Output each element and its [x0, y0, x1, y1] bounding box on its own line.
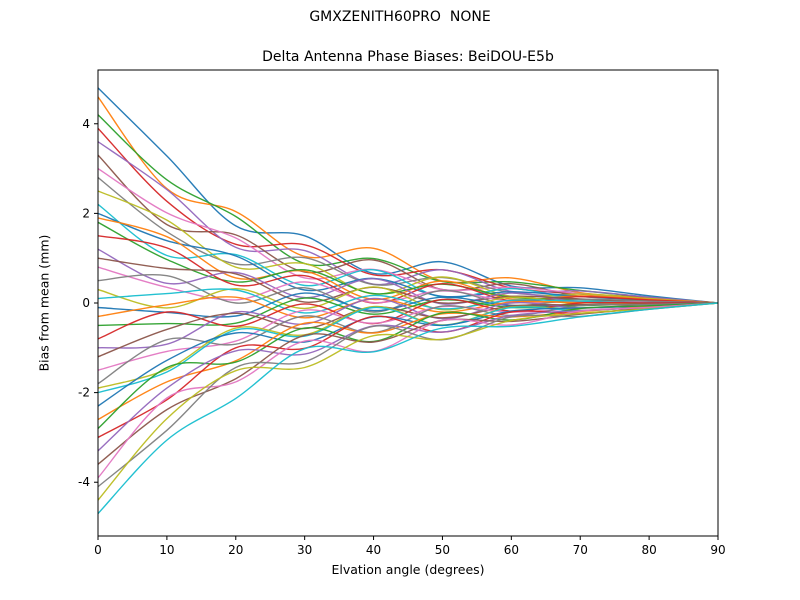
x-tick-label: 0 [94, 543, 102, 557]
x-tick-label: 80 [641, 543, 656, 557]
y-tick-label: 2 [82, 206, 90, 220]
x-tick-label: 20 [228, 543, 243, 557]
figure-suptitle: GMXZENITH60PRO NONE [309, 9, 491, 25]
x-tick-label: 40 [366, 543, 381, 557]
axes-frame [97, 69, 719, 537]
series-line [98, 96, 718, 304]
series-line [98, 302, 718, 501]
series-line [98, 302, 718, 439]
x-axis-label: Elvation angle (degrees) [331, 562, 485, 577]
x-tick-label: 70 [573, 543, 588, 557]
series-line [98, 141, 718, 304]
series-line [98, 127, 718, 304]
axes-title: Delta Antenna Phase Biases: BeiDOU-E5b [262, 49, 554, 65]
series-line [98, 302, 718, 479]
x-tick-label: 90 [710, 543, 725, 557]
series-line [98, 190, 718, 304]
series-line [98, 302, 718, 515]
series-line [98, 302, 718, 452]
x-tick-label: 30 [297, 543, 312, 557]
x-tick-label: 50 [435, 543, 450, 557]
y-tick-label: -2 [78, 386, 90, 400]
series-line [98, 203, 718, 304]
series-line [98, 302, 718, 430]
y-tick-label: 4 [82, 117, 90, 131]
x-tick-label: 10 [159, 543, 174, 557]
plot-area [98, 87, 718, 515]
x-tick-label: 60 [504, 543, 519, 557]
y-tick-label: -4 [78, 475, 90, 489]
y-tick-label: 0 [82, 296, 90, 310]
series-line [98, 87, 718, 304]
series-line [98, 302, 718, 488]
